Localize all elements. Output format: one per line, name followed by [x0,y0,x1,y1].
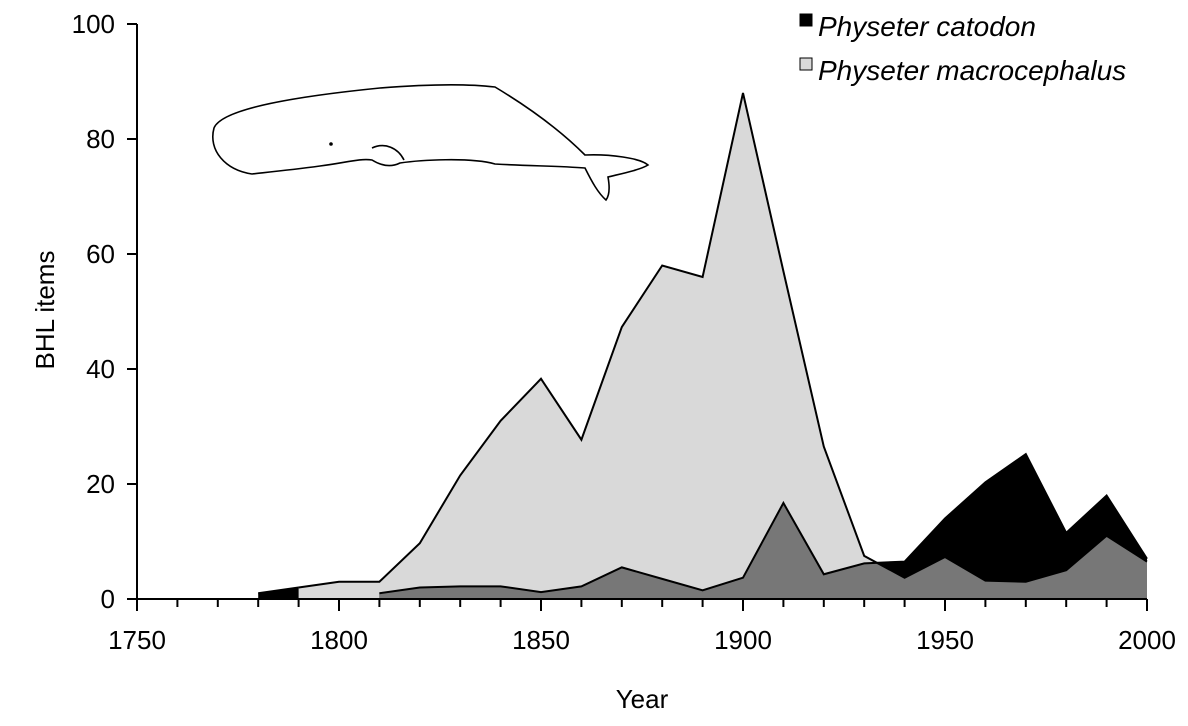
y-tick-label: 0 [101,584,115,614]
x-tick-label: 1800 [310,625,368,655]
legend-label: Physeter catodon [818,11,1036,42]
y-tick-label: 60 [86,239,115,269]
x-axis-label: Year [616,684,669,714]
x-tick-label: 1950 [916,625,974,655]
legend-swatch [800,58,812,70]
x-tick-label: 1850 [512,625,570,655]
x-tick-label: 1900 [714,625,772,655]
y-tick-label: 40 [86,354,115,384]
whale-eye [329,142,333,146]
x-tick-label: 1750 [108,625,166,655]
y-tick-label: 100 [72,9,115,39]
chart: BHL items Year 0 20 40 60 80 100 1750 1800 1850 1… [0,0,1188,721]
y-tick-label: 80 [86,124,115,154]
whale-illustration [213,85,648,200]
legend-label: Physeter macrocephalus [818,55,1126,86]
y-tick-label: 20 [86,469,115,499]
legend-swatch [800,14,812,26]
y-axis-label: BHL items [30,251,60,370]
x-tick-label: 2000 [1118,625,1176,655]
